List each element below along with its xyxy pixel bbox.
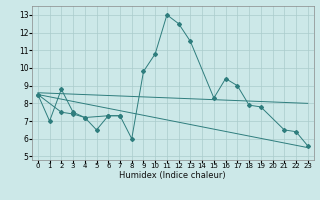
X-axis label: Humidex (Indice chaleur): Humidex (Indice chaleur) — [119, 171, 226, 180]
